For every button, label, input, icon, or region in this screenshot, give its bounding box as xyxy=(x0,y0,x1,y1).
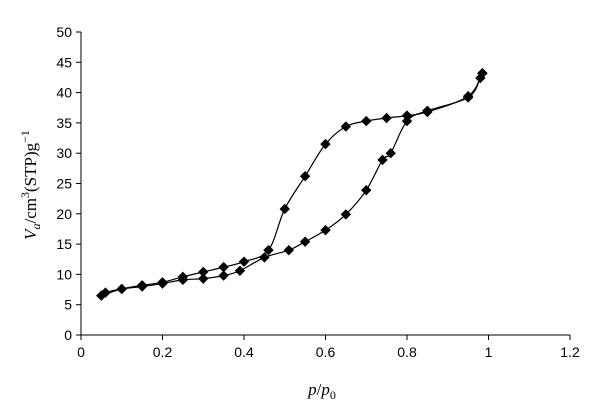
data-point xyxy=(320,224,331,236)
data-point xyxy=(198,266,209,278)
y-tick-label: 0 xyxy=(64,327,72,343)
data-point xyxy=(401,115,413,127)
curves xyxy=(100,72,483,297)
y-tick-label: 25 xyxy=(56,176,72,192)
data-point xyxy=(381,112,392,124)
y-tick-label: 10 xyxy=(56,266,72,282)
y-tick-label: 5 xyxy=(64,297,72,313)
x-tick-label: 1.2 xyxy=(560,344,580,360)
y-tick-label: 40 xyxy=(56,85,72,101)
data-point xyxy=(218,270,229,281)
y-tick-label: 50 xyxy=(56,24,72,40)
data-point xyxy=(116,283,127,295)
data-point xyxy=(218,261,229,273)
data-point xyxy=(385,148,396,159)
data-point xyxy=(462,91,474,102)
data-point xyxy=(477,68,488,79)
y-tick-label: 45 xyxy=(56,54,72,70)
data-point xyxy=(198,273,209,284)
data-point xyxy=(361,184,372,196)
y-tick-label: 20 xyxy=(56,206,72,222)
data-point xyxy=(234,265,246,276)
data-point xyxy=(361,115,372,127)
data-point xyxy=(401,110,413,121)
data-point xyxy=(279,203,290,215)
data-point xyxy=(263,244,274,256)
markers xyxy=(96,68,488,301)
x-tick-label: 1 xyxy=(485,344,493,360)
data-point xyxy=(422,106,433,118)
data-point xyxy=(377,154,388,166)
x-axis-title: p/p0 xyxy=(307,380,336,402)
y-axis-title: Va/cm3(STP)g−1 xyxy=(18,130,43,240)
y-axis-title-group: Va/cm3(STP)g−1 xyxy=(18,130,43,240)
x-tick-label: 0 xyxy=(77,344,85,360)
data-point xyxy=(136,280,148,291)
axes xyxy=(76,31,571,340)
series-line-0 xyxy=(100,72,483,297)
data-point xyxy=(340,121,352,132)
data-point xyxy=(340,209,352,220)
series-line-1 xyxy=(101,72,483,297)
x-tick-label: 0.8 xyxy=(397,344,417,360)
data-point xyxy=(259,252,270,263)
y-tick-label: 35 xyxy=(56,115,72,131)
data-point xyxy=(299,236,311,247)
data-point xyxy=(96,290,107,301)
data-point xyxy=(320,138,331,150)
data-point xyxy=(299,171,311,182)
data-point xyxy=(283,244,295,256)
x-tick-label: 0.6 xyxy=(316,344,336,360)
data-point xyxy=(177,271,189,283)
y-tick-label: 30 xyxy=(56,145,72,161)
tick-labels: 0 0.2 0.4 0.6 0.8 1 1.2 0 5 10 15 20 25 30 35 40 45 50 xyxy=(56,24,580,360)
data-point xyxy=(157,277,168,288)
data-point xyxy=(238,256,250,267)
x-tick-label: 0.4 xyxy=(234,344,254,360)
y-tick-label: 15 xyxy=(56,236,72,252)
x-tick-label: 0.2 xyxy=(153,344,173,360)
